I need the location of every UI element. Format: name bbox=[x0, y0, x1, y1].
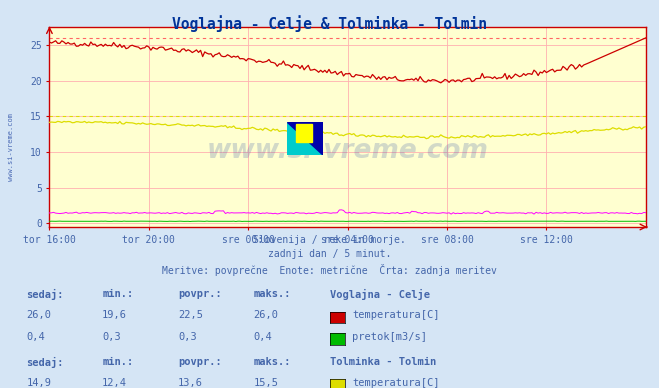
Text: 13,6: 13,6 bbox=[178, 378, 203, 388]
Text: 0,3: 0,3 bbox=[102, 332, 121, 342]
Text: 26,0: 26,0 bbox=[254, 310, 279, 320]
Text: Voglajna - Celje & Tolminka - Tolmin: Voglajna - Celje & Tolminka - Tolmin bbox=[172, 15, 487, 31]
Text: temperatura[C]: temperatura[C] bbox=[352, 310, 440, 320]
Polygon shape bbox=[287, 122, 323, 155]
Text: min.:: min.: bbox=[102, 357, 133, 367]
Text: 14,9: 14,9 bbox=[26, 378, 51, 388]
Text: maks.:: maks.: bbox=[254, 357, 291, 367]
Text: temperatura[C]: temperatura[C] bbox=[352, 378, 440, 388]
Text: 19,6: 19,6 bbox=[102, 310, 127, 320]
Text: 0,3: 0,3 bbox=[178, 332, 196, 342]
Text: povpr.:: povpr.: bbox=[178, 357, 221, 367]
Text: 26,0: 26,0 bbox=[26, 310, 51, 320]
Text: 0,4: 0,4 bbox=[254, 332, 272, 342]
Text: 15,5: 15,5 bbox=[254, 378, 279, 388]
Text: 22,5: 22,5 bbox=[178, 310, 203, 320]
Text: povpr.:: povpr.: bbox=[178, 289, 221, 299]
Text: min.:: min.: bbox=[102, 289, 133, 299]
Text: zadnji dan / 5 minut.: zadnji dan / 5 minut. bbox=[268, 249, 391, 260]
Text: Voglajna - Celje: Voglajna - Celje bbox=[330, 289, 430, 300]
Text: 0,4: 0,4 bbox=[26, 332, 45, 342]
Bar bbox=[296, 124, 312, 142]
Polygon shape bbox=[287, 122, 323, 155]
Text: 12,4: 12,4 bbox=[102, 378, 127, 388]
Text: sedaj:: sedaj: bbox=[26, 357, 64, 368]
Text: sedaj:: sedaj: bbox=[26, 289, 64, 300]
Text: Slovenija / reke in morje.: Slovenija / reke in morje. bbox=[253, 235, 406, 245]
Text: Meritve: povprečne  Enote: metrične  Črta: zadnja meritev: Meritve: povprečne Enote: metrične Črta:… bbox=[162, 264, 497, 276]
Text: Tolminka - Tolmin: Tolminka - Tolmin bbox=[330, 357, 436, 367]
Text: www.si-vreme.com: www.si-vreme.com bbox=[8, 113, 14, 182]
Text: maks.:: maks.: bbox=[254, 289, 291, 299]
Text: pretok[m3/s]: pretok[m3/s] bbox=[352, 332, 427, 342]
Text: www.si-vreme.com: www.si-vreme.com bbox=[207, 138, 488, 164]
